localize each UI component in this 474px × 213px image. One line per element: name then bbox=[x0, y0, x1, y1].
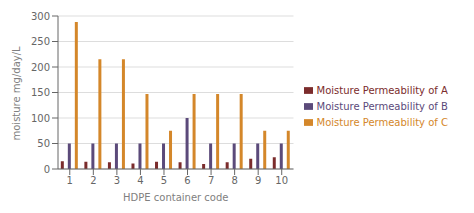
svg-text:100: 100 bbox=[31, 113, 50, 124]
svg-text:0: 0 bbox=[44, 164, 50, 175]
svg-text:1: 1 bbox=[67, 175, 73, 186]
svg-text:2: 2 bbox=[90, 175, 96, 186]
svg-text:7: 7 bbox=[208, 175, 214, 186]
svg-text:6: 6 bbox=[184, 175, 190, 186]
svg-text:3: 3 bbox=[114, 175, 120, 186]
svg-text:9: 9 bbox=[255, 175, 261, 186]
svg-text:5: 5 bbox=[161, 175, 167, 186]
svg-text:4: 4 bbox=[137, 175, 143, 186]
svg-text:10: 10 bbox=[275, 175, 288, 186]
svg-text:HDPE container code: HDPE container code bbox=[123, 192, 228, 203]
svg-text:300: 300 bbox=[31, 11, 50, 22]
html-text:Moisture Permeability of C: Moisture Permeability of C bbox=[316, 116, 448, 128]
svg-text:moisture mg/day/L: moisture mg/day/L bbox=[11, 46, 22, 141]
svg-text:250: 250 bbox=[31, 36, 50, 47]
svg-text:8: 8 bbox=[231, 175, 237, 186]
html-text:Moisture Permeability of A: Moisture Permeability of A bbox=[316, 84, 448, 96]
svg-text:200: 200 bbox=[31, 62, 50, 73]
svg-text:50: 50 bbox=[37, 138, 50, 149]
svg-text:150: 150 bbox=[31, 87, 50, 98]
html-text:Moisture Permeability of B: Moisture Permeability of B bbox=[316, 100, 448, 112]
